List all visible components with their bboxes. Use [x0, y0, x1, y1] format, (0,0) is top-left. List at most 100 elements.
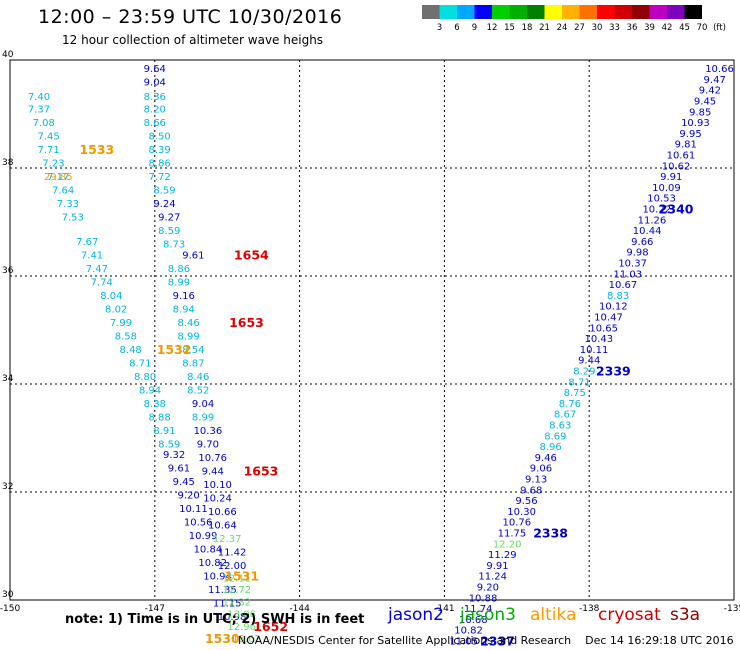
legend-swatch	[509, 5, 527, 19]
swh-value: 8.80	[134, 372, 156, 383]
swh-value: 10.09	[652, 183, 681, 194]
pass-time-label: 1652	[253, 619, 288, 634]
swh-value: 8.88	[148, 412, 170, 423]
swh-value: 8.46	[177, 318, 199, 329]
swh-value: 8.86	[148, 159, 170, 170]
swh-value: 8.59	[158, 226, 180, 237]
swh-value: 8.99	[177, 331, 199, 342]
swh-value: 9.46	[535, 453, 557, 464]
y-tick-label: 30	[2, 590, 14, 600]
legend-swatch	[457, 5, 475, 19]
swh-value: 7.71	[37, 145, 59, 156]
legend-label: 6	[454, 23, 459, 33]
legend-label: 30	[592, 23, 603, 33]
swh-value: 9.13	[525, 475, 547, 486]
swh-value: 8.87	[182, 358, 204, 369]
pass-time-label: 1654	[234, 247, 269, 262]
swh-value: 8.59	[158, 439, 180, 450]
swh-value: 10.56	[184, 518, 213, 529]
swh-value: 8.39	[148, 145, 170, 156]
satellite-label-altika: altika	[530, 605, 577, 625]
swh-value: 11.03	[613, 269, 642, 280]
swh-value: 8.59	[153, 186, 175, 197]
swh-value: 11.24	[478, 572, 507, 583]
swh-value: 10.99	[189, 531, 218, 542]
legend-label: 3	[437, 23, 442, 33]
swh-value: 8.86	[168, 264, 190, 275]
satellite-label-jason2: jason2	[388, 605, 444, 625]
legend-label: (ft)	[713, 23, 726, 33]
swh-value: 10.65	[589, 323, 618, 334]
legend-swatch	[544, 5, 562, 19]
swh-value: 9.45	[694, 97, 716, 108]
legend-label: 70	[697, 23, 708, 33]
legend-swatch	[684, 5, 702, 19]
satellite-label-s3a: s3a	[670, 605, 701, 625]
swh-value: 12.96	[227, 622, 256, 633]
y-tick-label: 36	[2, 266, 14, 276]
swh-value: 10.10	[203, 480, 232, 491]
swh-value: 8.67	[554, 410, 576, 421]
swh-value: 10.82	[198, 558, 227, 569]
swh-value: 9.81	[675, 140, 697, 151]
y-tick-label: 32	[2, 482, 13, 492]
swh-value: 9.44	[202, 466, 224, 477]
legend-swatch	[597, 5, 615, 19]
swh-value: 12.72	[223, 585, 252, 596]
swh-value: 7.74	[91, 277, 113, 288]
swh-value: 11.35	[208, 585, 237, 596]
swh-value: 9.20	[477, 583, 499, 594]
plot-frame	[9, 59, 735, 601]
swh-value: 12.37	[213, 534, 242, 545]
swh-value: 10.66	[208, 507, 237, 518]
y-tick-label: 34	[2, 374, 14, 384]
swh-value: 9.27	[158, 213, 180, 224]
legend-label: 36	[627, 23, 638, 33]
swh-value: 9.42	[699, 86, 721, 97]
swh-value: 9.91	[660, 172, 682, 183]
swh-value: 10.47	[594, 313, 623, 324]
swh-value: 8.99	[192, 412, 214, 423]
x-tick-label: -138	[579, 604, 600, 614]
swh-value: 8.69	[544, 431, 566, 442]
swh-value: 8.36	[144, 92, 166, 103]
satellite-label-cryosat: cryosat	[598, 605, 661, 625]
swh-value: 8.63	[549, 421, 571, 432]
swh-value: 7.53	[62, 213, 84, 224]
swh-value: 10.68	[459, 615, 488, 626]
swh-value: 7.99	[110, 318, 132, 329]
legend-swatch	[492, 5, 510, 19]
swh-value: 8.46	[187, 372, 209, 383]
pass-time-label: 1533	[79, 142, 114, 157]
swh-value: 7.37	[28, 105, 50, 116]
swh-value: 9.20	[177, 491, 199, 502]
swh-value: 7.72	[148, 172, 170, 183]
swh-value: 10.76	[198, 453, 227, 464]
swh-value: 7.17	[47, 172, 69, 183]
swh-value: 12.00	[218, 561, 247, 572]
x-tick-label: -144	[289, 604, 310, 614]
swh-value: 8.83	[607, 291, 629, 302]
swh-value: 9.16	[173, 291, 195, 302]
x-tick-label: -150	[0, 604, 20, 614]
legend-swatch	[667, 5, 685, 19]
swh-value: 9.06	[530, 464, 552, 475]
swh-value: 10.36	[194, 426, 223, 437]
swh-value: 7.08	[33, 118, 55, 129]
swh-value: 7.67	[76, 237, 98, 248]
legend-label: 39	[644, 23, 655, 33]
legend-label: 15	[504, 23, 515, 33]
swh-value: 10.98	[218, 612, 247, 623]
swh-value: 8.99	[168, 277, 190, 288]
swh-value: 7.41	[81, 250, 103, 261]
swh-value: 7.64	[52, 186, 74, 197]
swh-value: 8.76	[559, 399, 581, 410]
swh-value: 8.94	[139, 385, 161, 396]
swh-value: 11.15	[213, 599, 242, 610]
legend-swatch	[579, 5, 597, 19]
x-tick-label: -135	[724, 604, 740, 614]
swh-value: 8.02	[105, 304, 127, 315]
swh-value: 10.53	[647, 194, 676, 205]
chart-subtitle: 12 hour collection of altimeter wave hei…	[62, 33, 324, 47]
